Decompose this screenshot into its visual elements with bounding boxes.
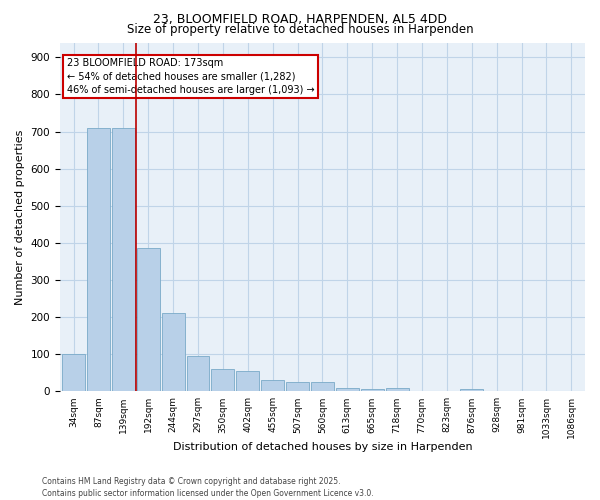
Bar — [161, 314, 185, 392]
Bar — [311, 382, 334, 392]
Y-axis label: Number of detached properties: Number of detached properties — [15, 129, 25, 304]
Bar — [87, 128, 110, 392]
Bar — [286, 382, 309, 392]
Text: Size of property relative to detached houses in Harpenden: Size of property relative to detached ho… — [127, 22, 473, 36]
Text: Contains HM Land Registry data © Crown copyright and database right 2025.
Contai: Contains HM Land Registry data © Crown c… — [42, 476, 374, 498]
Bar — [460, 390, 483, 392]
Bar — [137, 248, 160, 392]
Bar — [187, 356, 209, 392]
Bar — [361, 390, 383, 392]
Bar — [62, 354, 85, 392]
Bar — [261, 380, 284, 392]
Bar — [112, 128, 135, 392]
Bar — [336, 388, 359, 392]
Text: 23 BLOOMFIELD ROAD: 173sqm
← 54% of detached houses are smaller (1,282)
46% of s: 23 BLOOMFIELD ROAD: 173sqm ← 54% of deta… — [67, 58, 314, 94]
X-axis label: Distribution of detached houses by size in Harpenden: Distribution of detached houses by size … — [173, 442, 472, 452]
Text: 23, BLOOMFIELD ROAD, HARPENDEN, AL5 4DD: 23, BLOOMFIELD ROAD, HARPENDEN, AL5 4DD — [153, 12, 447, 26]
Bar — [211, 369, 235, 392]
Bar — [386, 388, 409, 392]
Bar — [236, 371, 259, 392]
